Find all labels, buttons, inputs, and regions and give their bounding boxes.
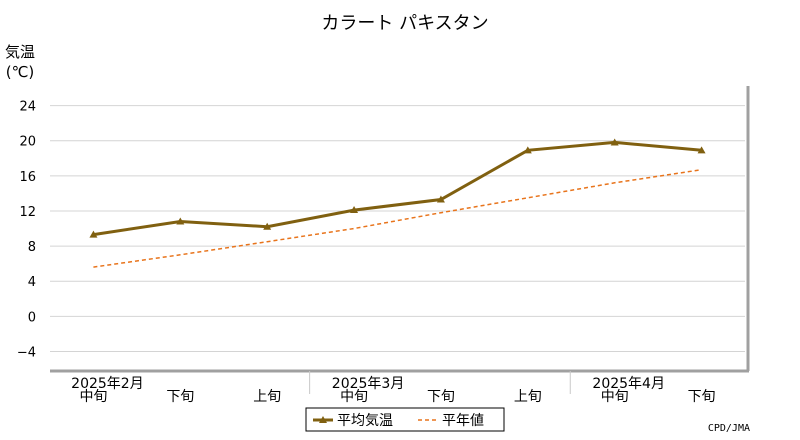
data-point-mean	[523, 146, 532, 154]
data-point-mean	[176, 217, 185, 225]
y-tick-label: 4	[28, 275, 36, 290]
legend-box	[305, 407, 505, 432]
y-axis-label-line2: (℃)	[6, 63, 35, 81]
y-tick-label: 16	[19, 170, 36, 185]
y-tick-label: 8	[28, 240, 36, 255]
data-point-mean	[697, 146, 706, 154]
x-tick-label: 上旬	[253, 389, 281, 405]
legend-marker-mean	[319, 416, 327, 423]
x-tick-label: 下旬	[688, 389, 716, 405]
data-point-mean	[610, 138, 619, 146]
credit: CPD/JMA	[708, 423, 750, 434]
x-tick-label: 下旬	[427, 389, 455, 405]
y-axis-label-line1: 気温	[5, 43, 35, 61]
x-tick-label: 中旬	[340, 389, 368, 405]
y-tick-label: −4	[17, 345, 36, 360]
legend-label-normal: 平年値	[442, 413, 484, 429]
plot-frame	[50, 86, 750, 373]
series-line-mean	[93, 140, 702, 237]
data-series	[89, 138, 706, 268]
x-tick-label: 中旬	[601, 389, 629, 405]
x-month-label: 2025年3月	[332, 376, 405, 392]
plot-area	[50, 88, 745, 369]
y-tick-label: 20	[19, 135, 36, 150]
data-point-mean	[263, 222, 272, 230]
x-month-label: 2025年4月	[592, 376, 665, 392]
x-tick-label: 中旬	[79, 389, 107, 405]
x-tick-labels: 中旬 下旬 上旬 中旬 下旬 上旬 中旬 下旬 2025年2月 2025年3月 2025年4月	[71, 371, 716, 405]
y-tick-label: 24	[19, 100, 36, 115]
y-tick-label: 0	[28, 310, 36, 325]
y-tick-labels: −4 0 4 8 12 16 20 24	[17, 100, 36, 361]
data-point-mean	[436, 195, 445, 203]
series-line-normal	[93, 168, 702, 268]
chart-title: カラート パキスタン	[321, 13, 488, 34]
data-point-mean	[350, 206, 359, 214]
x-tick-label: 下旬	[166, 389, 194, 405]
grid-lines	[50, 105, 745, 352]
y-tick-label: 12	[19, 205, 36, 220]
x-tick-label: 上旬	[514, 389, 542, 405]
data-point-mean	[89, 230, 98, 238]
legend: 平均気温 平年値	[305, 407, 505, 432]
x-month-label: 2025年2月	[71, 376, 144, 392]
legend-label-mean: 平均気温	[337, 413, 393, 429]
